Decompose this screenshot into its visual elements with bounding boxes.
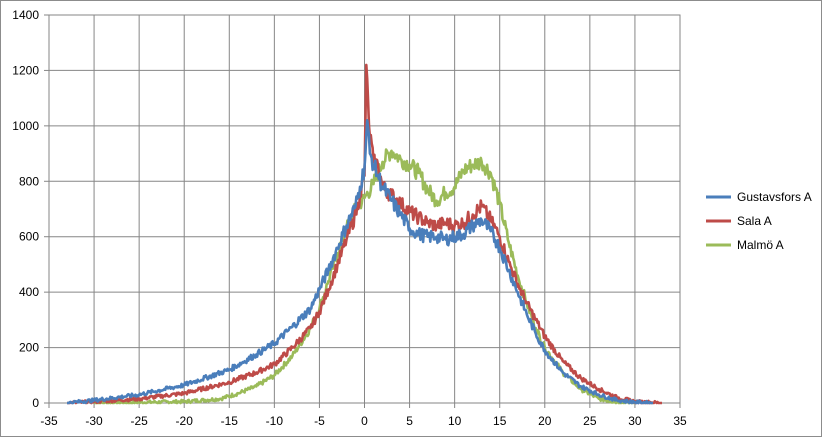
x-tick-label: -5 xyxy=(314,414,325,428)
x-axis: -35 -30 -25 -20 -15 -10 -5 0 5 10 15 20 25 30 35 xyxy=(40,403,687,428)
x-tick-label: 25 xyxy=(583,414,597,428)
legend-label-1: Sala A xyxy=(737,214,772,228)
x-tick-label: 35 xyxy=(673,414,687,428)
x-tick-label: -25 xyxy=(130,414,148,428)
legend-label-0: Gustavsfors A xyxy=(737,190,812,204)
y-axis: 0 200 400 600 800 1000 1200 1400 xyxy=(12,8,49,410)
y-tick-label: 1400 xyxy=(12,8,39,22)
y-tick-label: 200 xyxy=(19,341,39,355)
series-line-0 xyxy=(66,119,654,405)
y-tick-label: 600 xyxy=(19,230,39,244)
x-tick-label: -35 xyxy=(40,414,58,428)
legend: Gustavsfors A Sala A Malmö A xyxy=(706,190,812,252)
y-tick-label: 800 xyxy=(19,174,39,188)
x-tick-label: 5 xyxy=(406,414,413,428)
legend-label-2: Malmö A xyxy=(737,238,784,252)
series-line-2 xyxy=(93,148,636,405)
y-tick-label: 1000 xyxy=(12,119,39,133)
y-tick-label: 1200 xyxy=(12,63,39,77)
x-tick-label: -30 xyxy=(85,414,103,428)
x-tick-label: 10 xyxy=(448,414,462,428)
x-tick-label: 15 xyxy=(493,414,507,428)
x-tick-label: -20 xyxy=(176,414,194,428)
x-tick-label: 30 xyxy=(628,414,642,428)
y-tick-label: 400 xyxy=(19,285,39,299)
x-tick-label: 0 xyxy=(361,414,368,428)
series-lines xyxy=(66,63,663,405)
x-tick-label: 20 xyxy=(538,414,552,428)
x-tick-label: -10 xyxy=(266,414,284,428)
y-tick-label: 0 xyxy=(32,396,39,410)
gridlines xyxy=(48,14,681,404)
x-tick-label: -15 xyxy=(221,414,239,428)
